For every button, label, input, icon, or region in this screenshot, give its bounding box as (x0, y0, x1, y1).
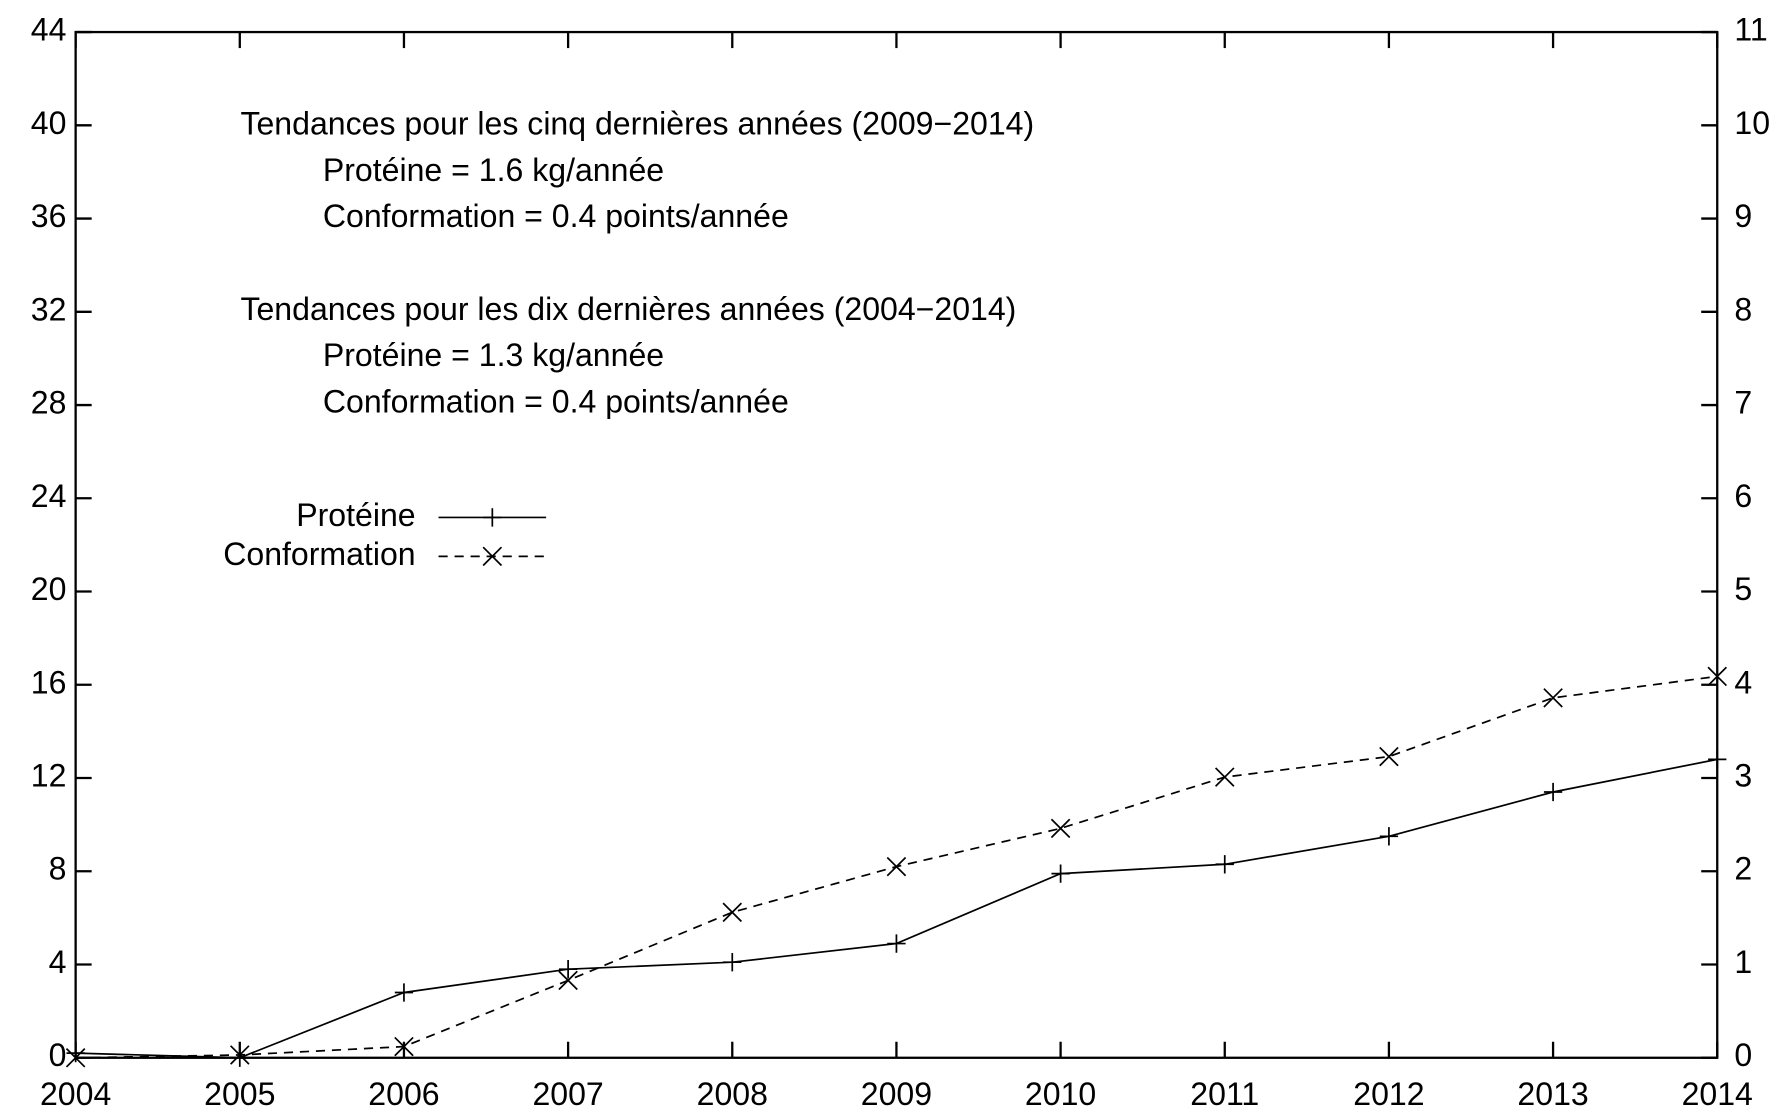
marker (483, 508, 502, 527)
legend-label: Protéine (296, 497, 415, 533)
marker (1050, 818, 1071, 839)
x-tick-label: 2012 (1353, 1076, 1424, 1107)
marker (1379, 746, 1399, 767)
marker (1379, 827, 1399, 846)
y-tick-label: 36 (31, 198, 67, 234)
marker (482, 546, 503, 567)
annotation-title: Tendances pour les cinq dernières années… (240, 105, 1034, 141)
annotation-line: Protéine = 1.3 kg/année (323, 337, 664, 373)
marker (1215, 855, 1234, 874)
x-tick-label: 2006 (368, 1076, 439, 1107)
x-tick-label: 2008 (697, 1076, 768, 1107)
marker (722, 902, 743, 923)
marker (1543, 688, 1563, 708)
y2-tick-label: 6 (1734, 478, 1752, 514)
annotation-line: Conformation = 0.4 points/année (323, 384, 789, 420)
x-tick-label: 2014 (1682, 1076, 1753, 1107)
marker (1543, 782, 1563, 802)
y-tick-label: 44 (31, 12, 67, 48)
y2-tick-label: 4 (1734, 664, 1752, 700)
marker (1708, 750, 1727, 769)
x-tick-label: 2009 (861, 1076, 932, 1107)
marker (1214, 767, 1235, 787)
marker (66, 1043, 85, 1063)
y2-tick-label: 3 (1734, 758, 1752, 794)
y-tick-label: 40 (31, 105, 67, 141)
series-line (75, 758, 1718, 1059)
marker (394, 1036, 414, 1057)
annotation-line: Protéine = 1.6 kg/année (323, 152, 664, 188)
marker (558, 970, 578, 991)
marker (723, 953, 742, 972)
marker (394, 983, 414, 1002)
y2-tick-label: 7 (1734, 385, 1752, 421)
y2-tick-label: 5 (1734, 571, 1752, 607)
y-tick-label: 24 (31, 478, 67, 514)
y-tick-label: 0 (49, 1037, 67, 1073)
y-tick-label: 8 (49, 851, 67, 887)
marker (558, 960, 578, 979)
y2-tick-label: 0 (1734, 1037, 1752, 1073)
x-tick-label: 2004 (40, 1076, 111, 1107)
y2-tick-label: 8 (1734, 291, 1752, 327)
marker (887, 934, 906, 953)
annotation-line: Conformation = 0.4 points/année (323, 198, 789, 234)
x-tick-label: 2011 (1190, 1076, 1259, 1107)
y2-tick-label: 2 (1734, 851, 1752, 887)
marker (886, 856, 907, 877)
x-tick-label: 2007 (532, 1076, 603, 1107)
y-tick-label: 20 (31, 571, 67, 607)
y2-tick-label: 1 (1734, 944, 1752, 980)
marker (1051, 864, 1070, 883)
y2-tick-label: 11 (1734, 12, 1767, 48)
y-tick-label: 16 (31, 664, 67, 700)
marker (1707, 666, 1728, 687)
marker (230, 1045, 250, 1065)
y-tick-label: 12 (31, 758, 67, 794)
x-tick-label: 2010 (1025, 1076, 1096, 1107)
y-tick-label: 4 (49, 944, 67, 980)
x-tick-label: 2013 (1517, 1076, 1588, 1107)
y2-tick-label: 10 (1734, 105, 1770, 141)
y-tick-label: 28 (31, 385, 67, 421)
y2-tick-label: 9 (1734, 198, 1752, 234)
y-tick-label: 32 (31, 291, 67, 327)
legend-label: Conformation (223, 536, 415, 572)
marker (65, 1048, 86, 1068)
marker (230, 1048, 249, 1067)
x-tick-label: 2005 (204, 1076, 275, 1107)
annotation-title: Tendances pour les dix dernières années … (240, 291, 1016, 327)
